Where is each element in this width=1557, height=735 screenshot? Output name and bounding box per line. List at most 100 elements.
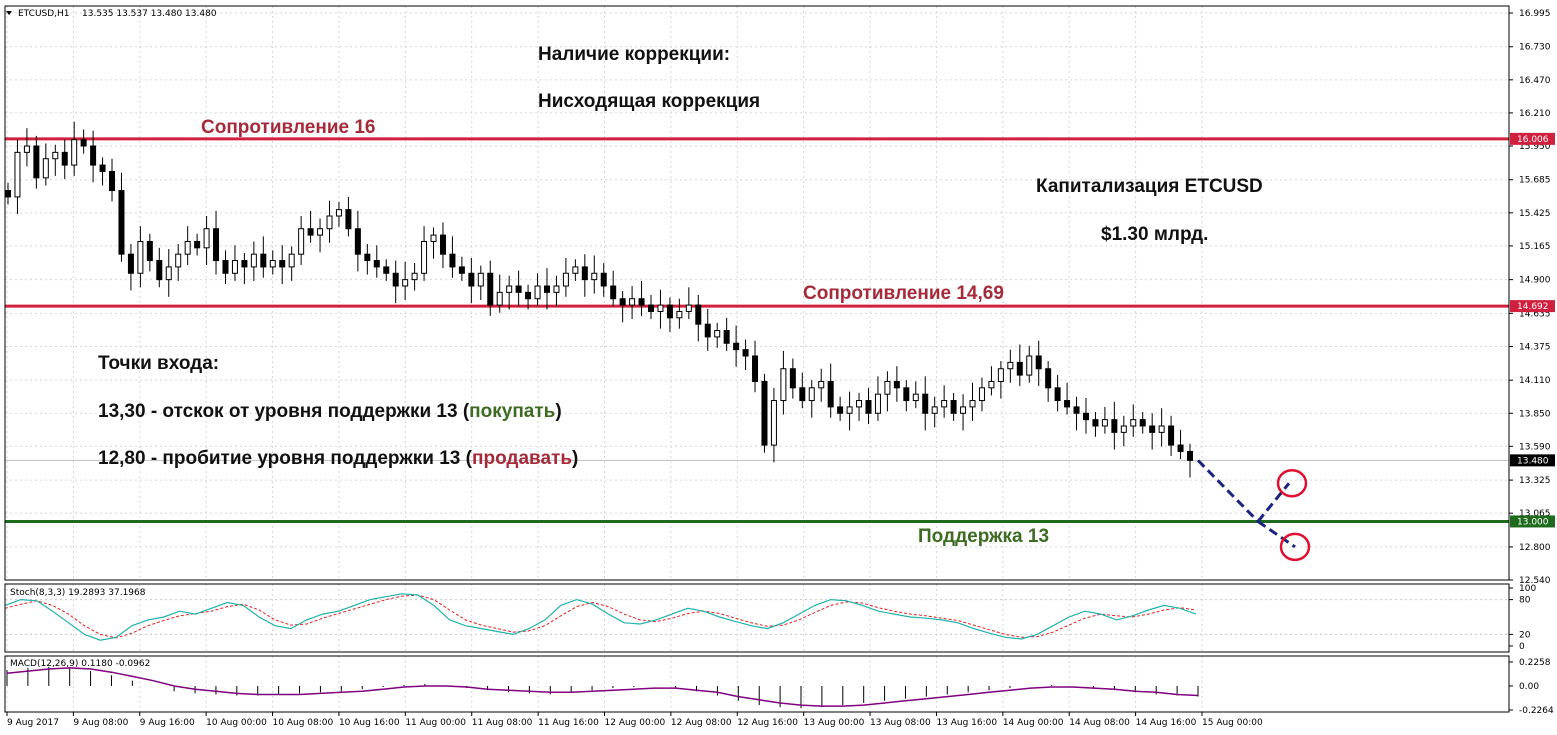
candle-body <box>213 228 220 262</box>
candle-body <box>137 240 144 274</box>
candle-body <box>421 240 428 274</box>
candle-body <box>146 240 153 262</box>
candle <box>874 376 881 421</box>
candle-body <box>279 260 286 268</box>
candle <box>770 387 777 463</box>
candle <box>61 139 68 180</box>
time-label: 9 Aug 16:00 <box>140 718 195 728</box>
time-label: 9 Aug 08:00 <box>73 718 128 728</box>
candle <box>638 280 645 316</box>
candle <box>14 139 21 215</box>
candle-body <box>534 285 541 300</box>
candle-body <box>477 272 484 287</box>
time-label: 13 Aug 00:00 <box>804 718 865 728</box>
candle-body <box>335 209 342 217</box>
target-circle <box>1279 532 1311 562</box>
candle-body <box>752 355 759 382</box>
level-tag-text: 13.480 <box>1517 456 1549 466</box>
candle <box>383 259 390 281</box>
candle <box>1101 406 1108 434</box>
panel-frames <box>4 5 1510 713</box>
candle-body <box>222 260 229 274</box>
candle-body <box>392 272 399 287</box>
candle-body <box>1054 387 1061 402</box>
level-tag-text: 13.000 <box>1517 517 1549 527</box>
entry-sell-line: 12,80 - пробитие уровня поддержки 13 (пр… <box>98 448 578 470</box>
candle-body <box>383 266 390 274</box>
candle <box>1035 340 1042 386</box>
candle-body <box>260 253 267 268</box>
candle <box>231 245 238 281</box>
candle-body <box>165 266 172 281</box>
candle <box>175 244 182 281</box>
candle <box>33 135 40 189</box>
candle <box>808 380 815 418</box>
candle-body <box>241 260 248 268</box>
candle-body <box>789 368 796 389</box>
time-label: 13 Aug 16:00 <box>936 718 997 728</box>
candle <box>250 241 257 281</box>
price-levels <box>5 137 1509 523</box>
header-ohlc: 13.535 13.537 13.480 13.480 <box>82 9 217 19</box>
candle <box>903 380 910 412</box>
candle <box>1007 349 1014 383</box>
candle-body <box>1111 419 1118 433</box>
level-tag-support-13 <box>1510 515 1555 528</box>
candle <box>733 325 740 367</box>
candle <box>118 172 125 262</box>
candle <box>279 245 286 285</box>
candle <box>1064 382 1071 415</box>
candle <box>912 381 919 409</box>
macd-label: 0.2258 <box>1519 658 1551 668</box>
candle-body <box>619 298 626 306</box>
candle-body <box>1082 412 1089 421</box>
candle <box>194 233 201 256</box>
candle-body <box>506 285 513 293</box>
candle-body <box>941 400 948 408</box>
candle-body <box>231 260 238 274</box>
candle <box>865 387 872 425</box>
candle <box>1092 412 1099 437</box>
time-label: 10 Aug 00:00 <box>206 718 267 728</box>
candle <box>685 287 692 320</box>
candle <box>184 226 191 265</box>
price-label: 13.850 <box>1519 409 1551 419</box>
time-label: 11 Aug 00:00 <box>405 718 466 728</box>
panel-frame <box>4 5 1510 581</box>
candle <box>127 244 134 291</box>
candle-body <box>175 253 182 268</box>
candle-body <box>496 291 503 306</box>
price-label: 15.165 <box>1519 242 1551 252</box>
macd-signal-line <box>6 667 1199 707</box>
price-label: 13.065 <box>1519 509 1551 519</box>
candle-body <box>572 266 579 274</box>
candle <box>1149 413 1156 450</box>
candle <box>525 284 532 310</box>
candle <box>922 376 929 431</box>
candle-body <box>99 164 106 172</box>
candle-body <box>818 380 825 389</box>
collapse-icon[interactable] <box>6 11 12 15</box>
candle <box>5 182 11 205</box>
entry-buy-line: 13,30 - отскок от уровня поддержки 13 (п… <box>98 401 562 423</box>
macd-label: -0.2264 <box>1519 706 1554 716</box>
price-label: 14.635 <box>1519 309 1551 319</box>
candle-body <box>610 285 617 300</box>
candle <box>969 382 976 421</box>
candle-body <box>71 139 78 166</box>
price-label: 14.110 <box>1519 376 1551 386</box>
candle <box>648 294 655 320</box>
candle <box>780 350 787 415</box>
candle <box>421 226 428 281</box>
candle-body <box>950 400 957 414</box>
candle-body <box>978 387 985 402</box>
candle-body <box>903 387 910 402</box>
candle-body <box>203 228 210 249</box>
candle-body <box>770 400 777 446</box>
candle-body <box>704 323 711 338</box>
candle-body <box>638 298 645 306</box>
price-label: 15.685 <box>1519 176 1551 186</box>
candle-body <box>373 260 380 268</box>
candle-body <box>666 304 673 319</box>
